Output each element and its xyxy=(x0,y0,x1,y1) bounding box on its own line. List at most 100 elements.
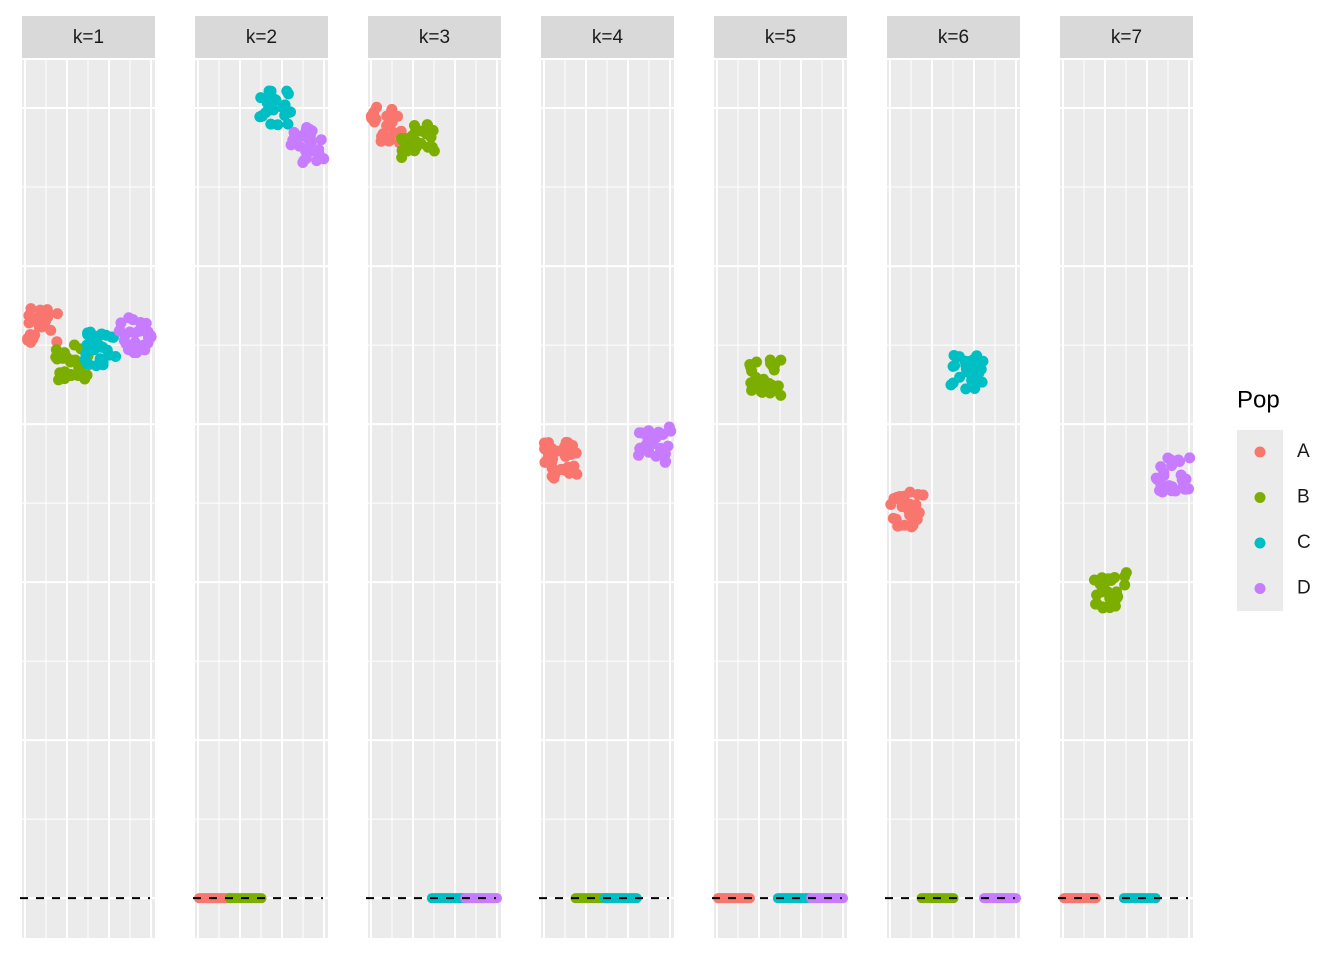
point xyxy=(558,464,570,476)
point xyxy=(123,312,135,324)
point xyxy=(50,344,62,356)
point xyxy=(665,425,677,437)
point xyxy=(1096,572,1108,584)
point xyxy=(662,440,674,452)
strip-bg xyxy=(541,16,674,58)
facet: k=2 xyxy=(193,16,330,938)
strip-label: k=4 xyxy=(592,27,624,48)
strip-bg xyxy=(195,16,328,58)
point xyxy=(969,382,981,394)
point xyxy=(396,152,408,164)
point xyxy=(1105,573,1117,585)
point xyxy=(1158,484,1170,496)
point xyxy=(660,455,672,467)
point xyxy=(263,96,275,108)
strip-label: k=2 xyxy=(246,27,277,48)
point xyxy=(890,513,902,525)
point xyxy=(386,117,398,129)
point xyxy=(51,336,63,348)
legend-key xyxy=(1254,492,1266,503)
point xyxy=(80,348,92,360)
legend-label: A xyxy=(1297,441,1310,462)
facet: k=1 xyxy=(20,16,157,938)
legend-title: Pop xyxy=(1237,386,1280,413)
point xyxy=(110,351,122,363)
legend-key xyxy=(1254,537,1266,549)
point xyxy=(1119,579,1131,591)
point xyxy=(1162,452,1174,464)
legend-label: B xyxy=(1297,487,1310,508)
point xyxy=(954,371,966,383)
point xyxy=(1176,474,1188,486)
facet: k=5 xyxy=(712,16,849,938)
point xyxy=(300,145,312,157)
point xyxy=(1091,589,1103,601)
point xyxy=(70,355,82,367)
strip-bg xyxy=(887,16,1020,58)
point xyxy=(407,139,419,151)
point xyxy=(426,141,438,153)
point xyxy=(57,368,69,380)
point xyxy=(68,339,80,351)
strip-label: k=3 xyxy=(419,27,450,48)
legend-key xyxy=(1254,446,1266,458)
point xyxy=(281,85,293,97)
strip-label: k=7 xyxy=(1111,27,1142,48)
facet: k=6 xyxy=(885,16,1022,938)
point xyxy=(115,317,127,329)
point xyxy=(45,324,57,336)
strip-bg xyxy=(1060,16,1193,58)
point xyxy=(399,132,411,144)
point xyxy=(256,110,268,122)
point xyxy=(756,386,768,398)
point xyxy=(417,125,429,137)
point xyxy=(24,309,36,321)
point xyxy=(284,106,296,118)
point xyxy=(913,507,925,519)
point xyxy=(769,383,781,395)
point xyxy=(282,118,294,130)
point xyxy=(288,132,300,144)
point xyxy=(645,439,657,451)
point xyxy=(551,445,563,457)
point xyxy=(1184,452,1196,464)
point xyxy=(101,344,113,356)
point xyxy=(93,330,105,342)
point xyxy=(565,448,577,460)
strip-label: k=6 xyxy=(938,27,969,48)
point xyxy=(894,492,906,504)
point xyxy=(970,367,982,379)
point xyxy=(885,498,897,510)
point xyxy=(748,376,760,388)
facet: k=4 xyxy=(538,16,677,938)
point xyxy=(297,157,309,169)
point xyxy=(976,376,988,388)
point xyxy=(539,456,551,468)
point xyxy=(381,132,393,144)
point xyxy=(318,153,330,165)
point xyxy=(746,365,758,377)
point xyxy=(85,337,97,349)
point xyxy=(764,354,776,366)
point xyxy=(124,326,136,338)
legend-label: C xyxy=(1297,532,1311,553)
point xyxy=(1104,590,1116,602)
point xyxy=(643,425,655,437)
point xyxy=(907,520,919,532)
point xyxy=(953,351,965,363)
strip-bg xyxy=(368,16,501,58)
point xyxy=(1091,598,1103,610)
point xyxy=(947,360,959,372)
point xyxy=(39,315,51,327)
point xyxy=(562,437,574,449)
point xyxy=(72,369,84,381)
point xyxy=(315,134,327,146)
point xyxy=(1150,472,1162,484)
point xyxy=(51,308,63,320)
point xyxy=(27,333,39,345)
point xyxy=(904,498,916,510)
point xyxy=(633,427,645,439)
point xyxy=(83,359,95,371)
point xyxy=(140,317,152,329)
